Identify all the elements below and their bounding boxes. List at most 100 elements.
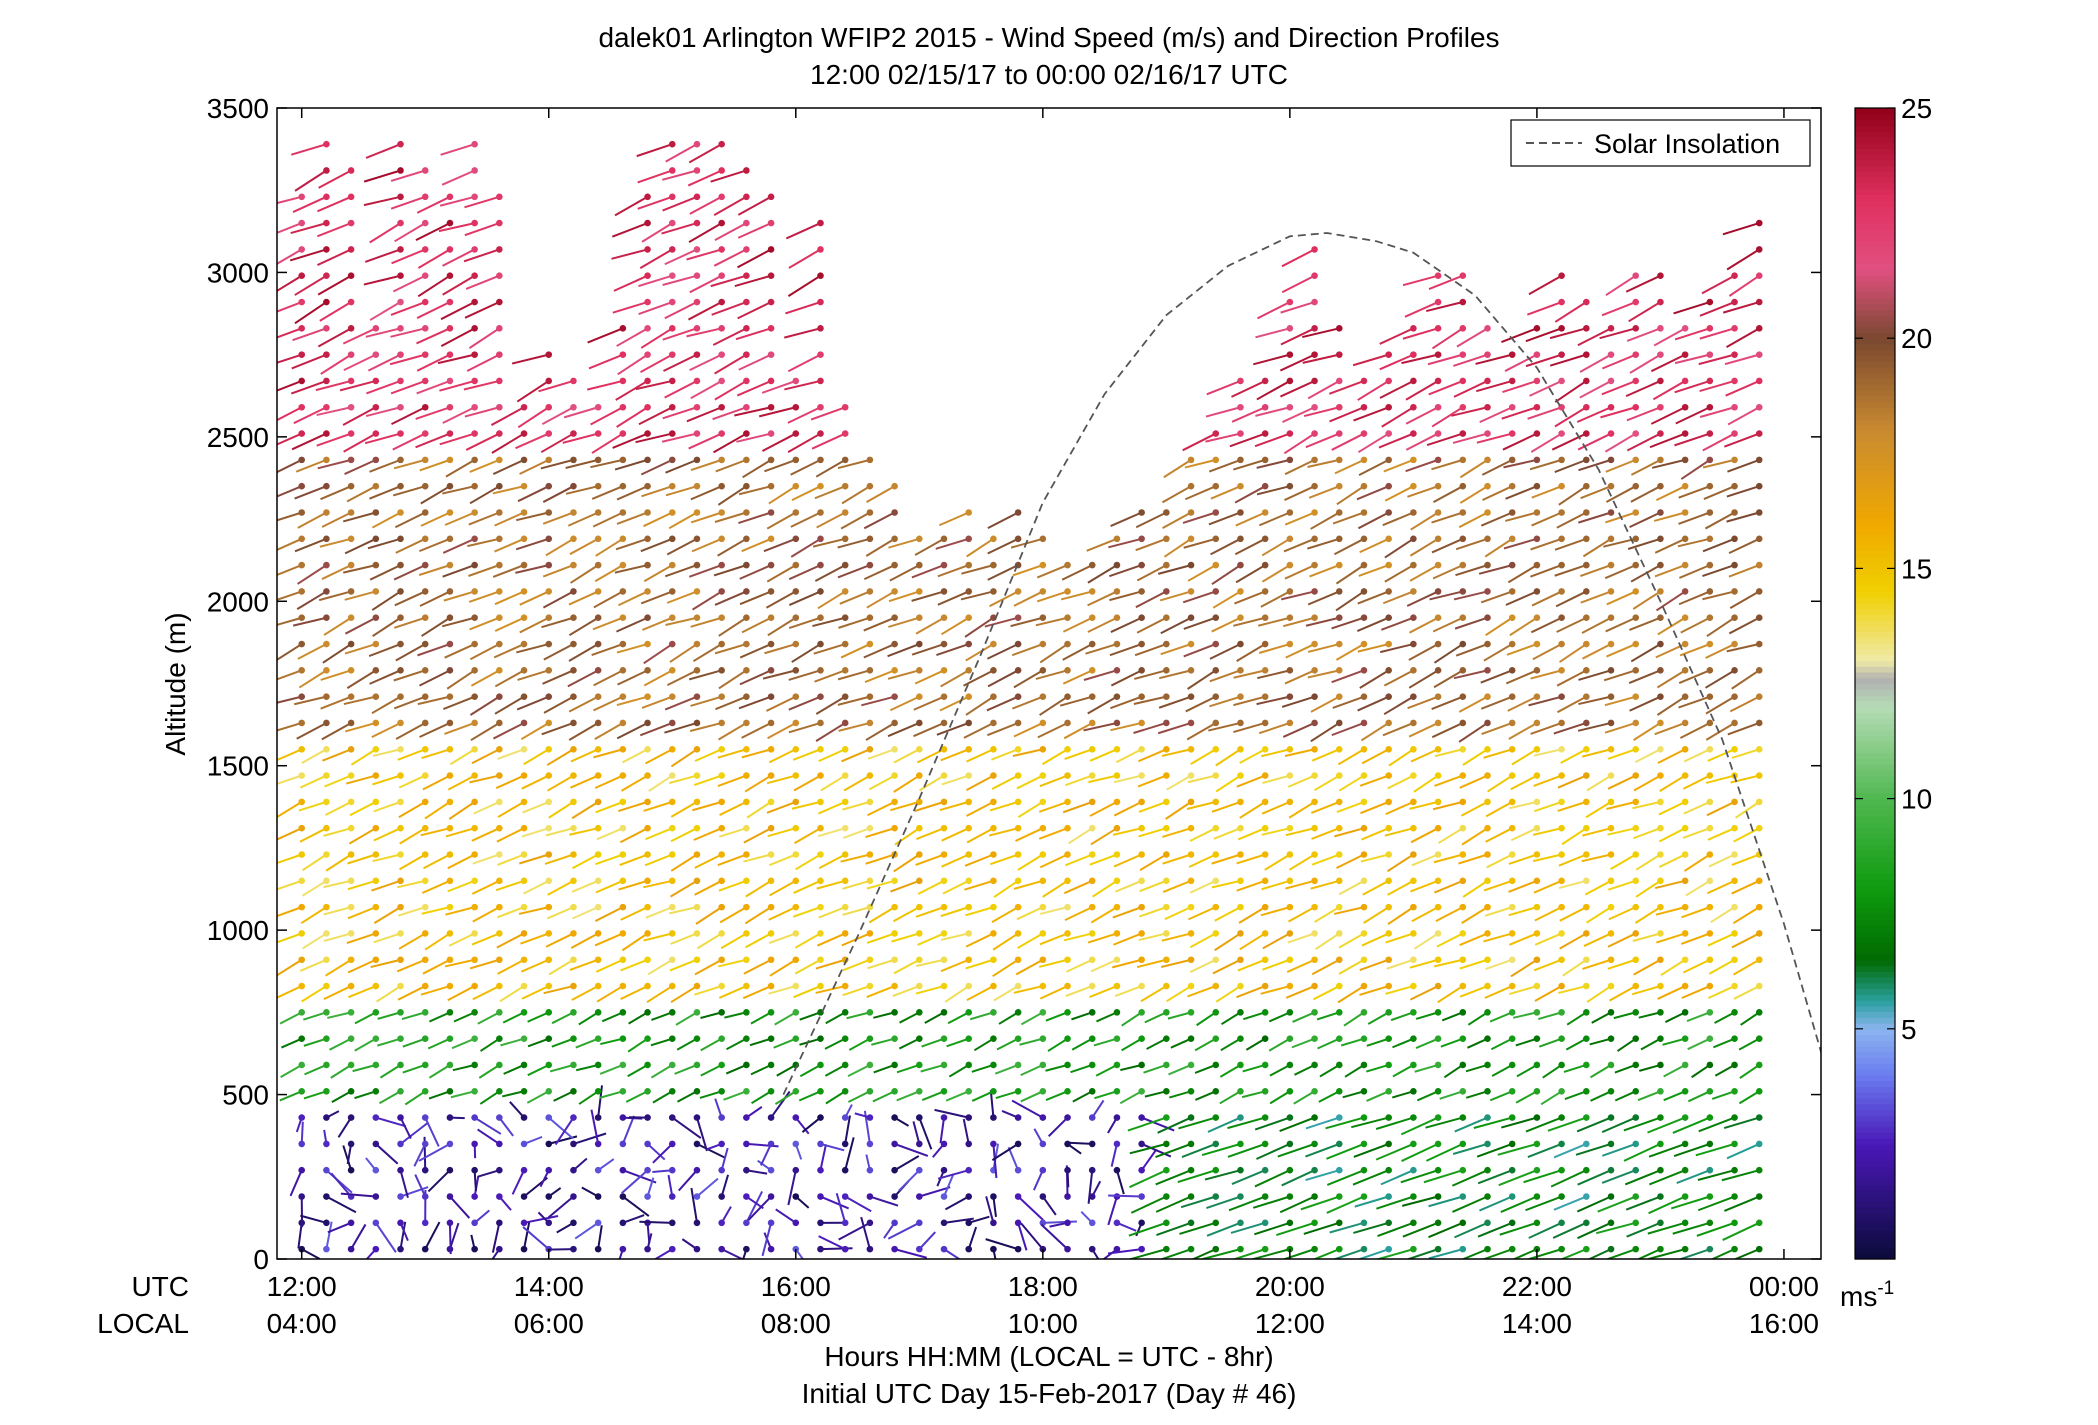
wind-barb [297,643,327,660]
wind-barb-dot [866,1035,874,1042]
wind-barb [547,774,574,792]
wind-barb-dot [323,1219,330,1227]
wind-barb [1728,564,1760,578]
wind-barb [670,853,698,872]
wind-barb-dot [1484,325,1491,332]
colorbar-band [1855,182,1895,190]
wind-barb [1138,932,1167,942]
wind-barb [614,195,649,217]
wind-barb-dot [1632,851,1640,858]
wind-barb-dot [891,667,898,674]
wind-barb-dot [1558,535,1565,543]
wind-barb-dot [1138,798,1145,806]
wind-barb [520,958,550,973]
wind-barb [1020,1090,1044,1103]
wind-barb [1113,774,1142,784]
wind-barb [1510,827,1538,842]
wind-barb [346,932,377,945]
wind-barb-dot [1088,614,1096,622]
wind-barb [866,879,895,890]
wind-barb [835,1193,847,1224]
wind-barb-dot [1064,798,1071,806]
wind-barb-dot [1681,325,1689,332]
wind-barb-dot [1335,614,1343,622]
wind-barb [1331,616,1365,630]
wind-barb-dot [817,798,824,806]
wind-barb [710,169,747,183]
wind-barb-dot [1088,561,1096,569]
wind-barb [1036,564,1068,579]
wind-barb-dot [693,614,701,622]
wind-barb [1654,564,1686,578]
wind-barb [317,248,352,266]
wind-barb-dot [421,667,429,674]
wind-barb-dot [520,693,528,700]
wind-barb-dot [1632,1035,1640,1042]
wind-barb-dot [841,482,849,490]
wind-barb-dot [397,903,404,911]
wind-barb [1458,695,1488,713]
wind-barb [1359,774,1390,787]
wind-barb-dot [1434,745,1442,753]
wind-barb-dot [347,772,355,779]
wind-barb-dot [1484,1087,1491,1095]
wind-barb [1707,985,1735,999]
wind-barb [346,1143,353,1165]
wind-barb-dot [397,140,404,148]
colorbar-band [1855,1051,1895,1059]
wind-barb-dot [1138,588,1145,595]
wind-barb-dot [1064,614,1071,622]
wind-barb-dot [1286,640,1294,648]
wind-barb-dot [1212,1061,1220,1069]
wind-barb [1635,853,1661,871]
wind-barb [277,643,303,662]
x-tick-label-utc: 14:00 [514,1271,584,1302]
wind-barb-dot [570,903,577,911]
wind-barb [294,274,327,296]
wind-barb-dot [397,535,404,543]
wind-barb-dot [1237,1193,1244,1200]
wind-barb-dot [1335,798,1343,806]
wind-barb-dot [471,430,478,437]
wind-barb-dot [866,456,874,464]
wind-barb-dot [372,903,380,911]
wind-barb-dot [1360,693,1368,700]
wind-barb-dot [1583,482,1590,490]
wind-barb-dot [718,430,725,437]
wind-barb-dot [1657,377,1664,385]
wind-barb [1658,827,1686,843]
wind-barb [1577,721,1612,732]
wind-barb [540,458,574,470]
wind-barb-dot [817,272,824,280]
wind-barb [1087,1170,1094,1204]
wind-barb-dot [347,535,355,543]
wind-barb [1211,853,1241,865]
wind-barb-dot [1237,535,1244,543]
wind-barb-dot [545,667,553,674]
wind-barb-dot [1261,1087,1269,1095]
wind-barb [825,1011,846,1025]
wind-barb-dot [1508,719,1516,727]
wind-barb-dot [1731,1114,1738,1121]
wind-barb-dot [323,1035,330,1042]
colorbar-band [1855,148,1895,155]
wind-barb-dot [1632,1009,1640,1016]
wind-barb-dot [446,193,454,201]
wind-barb [1452,1142,1488,1155]
wind-barb-dot [1360,1087,1368,1095]
wind-barb [690,485,723,501]
colorbar-band [1855,988,1895,995]
wind-barb [1253,353,1291,366]
wind-barb [1245,1037,1266,1051]
wind-barb-dot [1335,1166,1343,1174]
wind-barb-dot [570,693,577,700]
wind-barb-dot [421,772,429,779]
wind-barb [989,800,1019,812]
wind-barb-dot [1410,982,1417,990]
wind-barb [1329,1221,1365,1234]
wind-barb [1647,1221,1686,1235]
colorbar-band [1855,1149,1895,1157]
wind-barb [1626,406,1661,422]
wind-barb-dot [1385,1114,1392,1121]
wind-barb-dot [496,272,503,280]
